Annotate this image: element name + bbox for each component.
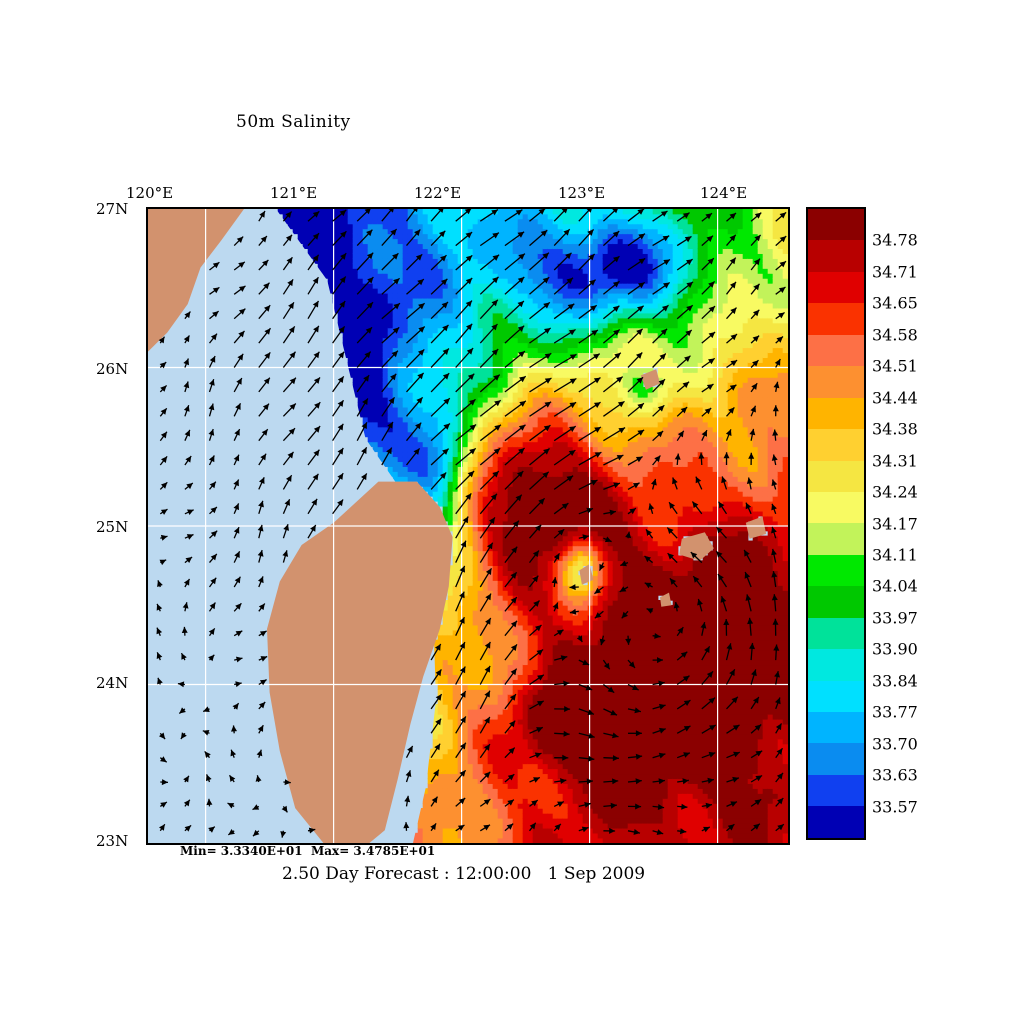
colorbar-tick-label: 34.38 bbox=[872, 419, 918, 439]
forecast-caption: 2.50 Day Forecast : 12:00:00 1 Sep 2009 bbox=[282, 864, 646, 884]
colorbar-tick-label: 34.51 bbox=[872, 356, 918, 376]
colorbar-tick-label: 33.90 bbox=[872, 639, 918, 659]
colorbar-band bbox=[808, 240, 864, 272]
lat-tick-label-0: 27N bbox=[96, 200, 129, 218]
colorbar-tick-label: 34.65 bbox=[872, 293, 918, 313]
colorbar-tick-label: 33.57 bbox=[872, 797, 918, 817]
colorbar-tick-label: 34.04 bbox=[872, 576, 918, 596]
salinity-map-panel[interactable]: 100 cm/s bbox=[146, 207, 790, 845]
colorbar-band bbox=[808, 334, 864, 367]
colorbar-band bbox=[808, 523, 864, 555]
colorbar-band bbox=[808, 806, 864, 838]
figure-title: 50m Salinity bbox=[236, 112, 351, 132]
colorbar-band bbox=[808, 366, 864, 398]
min-max-annotation: Min= 3.3340E+01 Max= 3.4785E+01 bbox=[180, 844, 436, 858]
colorbar-tick-label: 34.17 bbox=[872, 514, 918, 533]
colorbar-band bbox=[808, 774, 864, 807]
lon-tick-label-2: 122°E bbox=[414, 184, 462, 202]
colorbar-tick-label: 34.11 bbox=[872, 545, 918, 565]
lon-tick-label-1: 121°E bbox=[270, 184, 318, 202]
salinity-field-svg bbox=[148, 209, 788, 843]
colorbar-tick-label: 33.97 bbox=[872, 608, 918, 628]
colorbar-band bbox=[808, 586, 864, 618]
colorbar-band bbox=[808, 649, 864, 681]
lat-tick-label-1: 26N bbox=[96, 360, 129, 378]
colorbar-band bbox=[808, 554, 864, 587]
colorbar-band bbox=[808, 271, 864, 304]
colorbar-tick-label: 34.31 bbox=[872, 451, 918, 471]
colorbar-tick-label: 33.63 bbox=[872, 765, 918, 785]
colorbar-tick-label: 33.77 bbox=[872, 702, 918, 722]
lat-tick-label-3: 24N bbox=[96, 674, 129, 692]
colorbar-tick-label: 34.58 bbox=[872, 325, 918, 345]
lat-tick-label-2: 25N bbox=[96, 518, 129, 536]
colorbar-tick-label: 34.24 bbox=[872, 482, 918, 502]
colorbar[interactable] bbox=[806, 207, 866, 840]
colorbar-band bbox=[808, 491, 864, 524]
colorbar-tick-label: 33.84 bbox=[872, 671, 918, 691]
colorbar-tick-label: 33.70 bbox=[872, 734, 918, 754]
map-clip bbox=[148, 209, 788, 843]
colorbar-tick-label: 34.78 bbox=[872, 230, 918, 250]
colorbar-tick-label: 34.71 bbox=[872, 262, 918, 282]
lon-tick-label-3: 123°E bbox=[558, 184, 606, 202]
colorbar-band bbox=[808, 712, 864, 744]
colorbar-band bbox=[808, 209, 864, 241]
colorbar-band bbox=[808, 429, 864, 461]
colorbar-band bbox=[808, 680, 864, 712]
colorbar-tick-label: 34.44 bbox=[872, 388, 918, 408]
colorbar-band bbox=[808, 397, 864, 430]
lon-tick-label-4: 124°E bbox=[700, 184, 748, 202]
colorbar-band bbox=[808, 617, 864, 650]
colorbar-band bbox=[808, 303, 864, 335]
colorbar-band bbox=[808, 743, 864, 775]
colorbar-band bbox=[808, 460, 864, 492]
lat-tick-label-4: 23N bbox=[96, 832, 129, 850]
lon-tick-label-0: 120°E bbox=[126, 184, 174, 202]
